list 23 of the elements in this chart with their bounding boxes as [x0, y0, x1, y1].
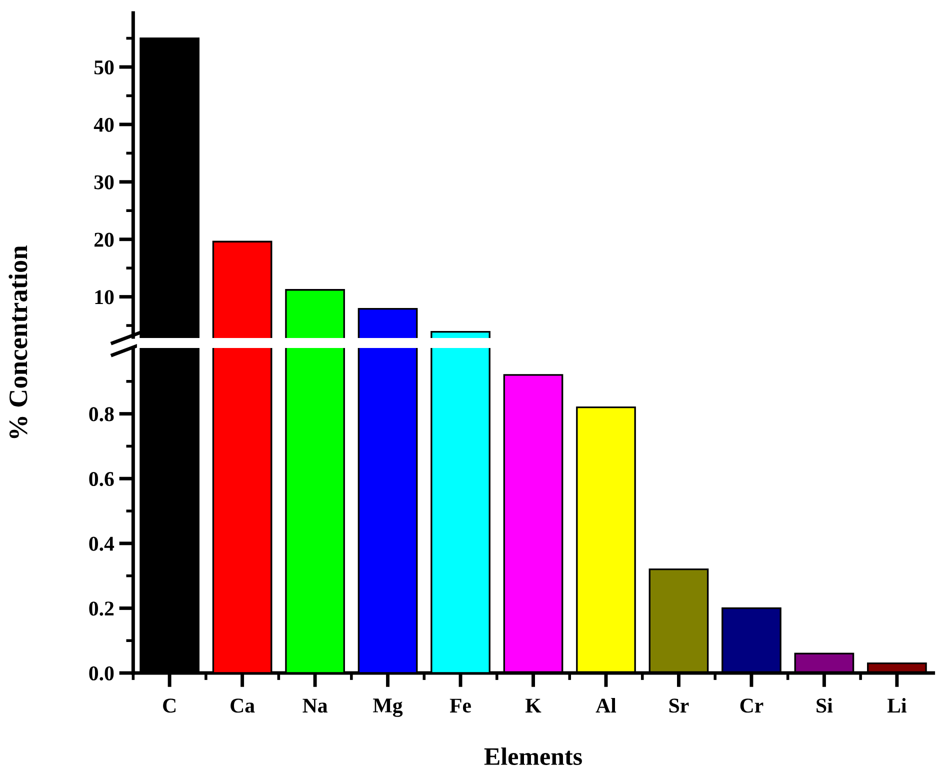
x-tick-label: Sr — [669, 698, 689, 713]
x-tick-label: Al — [596, 698, 616, 712]
y-tick-label: 50 — [94, 60, 114, 74]
x-axis-title: Elements — [484, 747, 582, 766]
x-tick-label: K — [526, 698, 542, 712]
x-tick-label: Na — [302, 698, 328, 713]
x-tick-label: Si — [816, 698, 833, 713]
y-axis-title: % Concentration — [8, 246, 28, 438]
y-tick-label: 0.6 — [89, 472, 114, 486]
y-tick-label: 10 — [95, 290, 114, 304]
y-tick-label: 30 — [94, 175, 114, 190]
y-tick-label: 0.8 — [89, 407, 114, 422]
y-tick-label: 0.0 — [89, 666, 114, 681]
y-tick-label: 0.4 — [89, 536, 114, 551]
x-tick-label: Mg — [373, 698, 403, 717]
x-tick-label: Cr — [740, 698, 764, 713]
x-tick-label: Fe — [450, 698, 471, 713]
y-tick-label: 20 — [94, 232, 114, 247]
x-tick-label: C — [163, 698, 176, 713]
y-tick-label: 0.2 — [89, 602, 114, 616]
x-tick-label: Ca — [230, 698, 255, 713]
y-tick-label: 40 — [94, 118, 114, 132]
x-tick-label: Li — [887, 698, 906, 712]
